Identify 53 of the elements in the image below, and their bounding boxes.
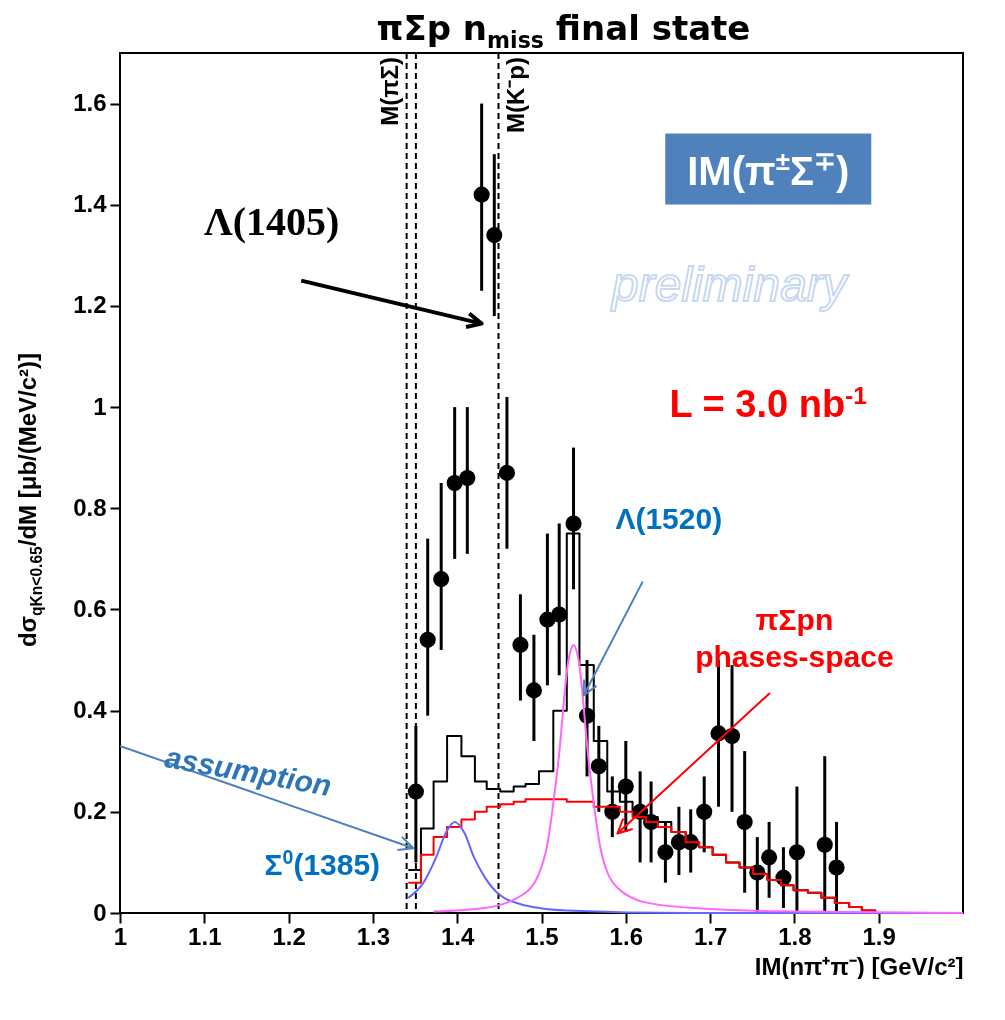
x-tick-label: 1.5 — [525, 922, 559, 950]
annotation: preliminary — [610, 257, 850, 311]
y-tick-label: 1 — [93, 392, 107, 420]
y-tick-label: 1.2 — [73, 291, 107, 319]
x-tick-label: 1 — [113, 922, 128, 950]
point — [459, 469, 476, 486]
point — [816, 836, 833, 853]
point — [788, 844, 805, 861]
x-axis-title: IM(nπ⁺π⁻) [GeV/c²] — [754, 952, 964, 980]
annotation: πΣpn phases-space — [695, 602, 894, 674]
point — [407, 783, 424, 800]
annotation: assumption — [162, 740, 335, 802]
ref-line-label: M(πΣ) — [375, 57, 403, 126]
point — [696, 803, 713, 820]
x-tick-label: 1.6 — [609, 922, 643, 950]
point — [565, 515, 582, 532]
point — [525, 682, 542, 699]
point — [657, 844, 674, 861]
x-tick-label: 1.9 — [862, 922, 896, 950]
point — [473, 186, 490, 203]
x-tick-label: 1.3 — [356, 922, 391, 950]
point — [486, 227, 503, 244]
point — [761, 849, 778, 866]
x-tick-label: 1.8 — [778, 922, 812, 950]
point — [551, 606, 568, 623]
y-tick-label: 0.4 — [73, 696, 108, 724]
annotation: Λ(1405) — [204, 199, 340, 245]
point — [446, 474, 463, 492]
annotation: Σ$^{0}$(1385) — [264, 846, 381, 882]
point — [512, 636, 529, 653]
x-tick-label: 1.4 — [441, 922, 476, 950]
point — [828, 859, 845, 876]
point — [433, 571, 450, 588]
y-tick-label: 0.2 — [73, 797, 107, 825]
annotation: IM(π$^{±}$Σ$^{∓}$) — [687, 145, 850, 193]
y-tick-label: 0 — [93, 898, 107, 926]
chart-title: πΣp n$_{miss}$ final state — [376, 8, 751, 53]
point — [736, 813, 753, 830]
ref-line-label: M(K⁻p) — [501, 57, 529, 133]
point — [498, 464, 515, 481]
point — [617, 778, 634, 795]
point — [419, 631, 436, 648]
annotation: L = 3.0 nb$^{-1}$ — [669, 381, 868, 426]
line-series — [432, 643, 964, 914]
annotation: Λ(1520) — [615, 501, 723, 535]
y-tick-label: 0.6 — [73, 594, 107, 622]
x-tick-label: 1.7 — [693, 922, 728, 950]
y-tick-label: 0.8 — [73, 493, 107, 521]
x-tick-label: 1.2 — [272, 922, 306, 950]
y-tick-label: 1.4 — [73, 190, 108, 218]
point — [590, 758, 607, 775]
x-tick-label: 1.1 — [188, 922, 222, 950]
y-tick-label: 1.6 — [73, 89, 107, 117]
